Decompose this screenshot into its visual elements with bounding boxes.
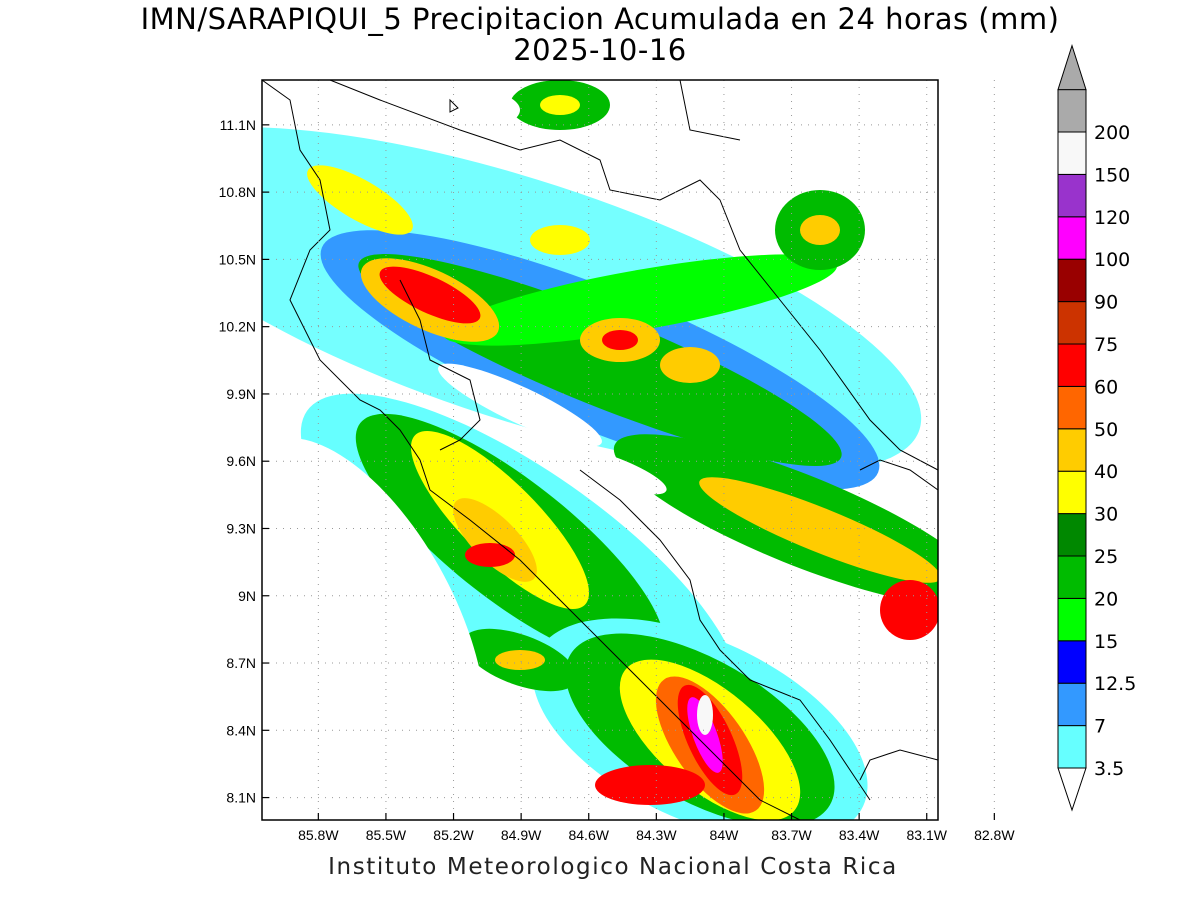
lon-tick-label: 83.1W [906, 827, 947, 843]
legend-min-arrow [1057, 767, 1087, 812]
legend-label: 200 [1094, 122, 1130, 144]
legend-label: 100 [1094, 249, 1130, 271]
legend-label: 90 [1094, 292, 1118, 314]
legend-label: 120 [1094, 207, 1130, 229]
lon-tick-label: 83.4W [839, 827, 880, 843]
legend-swatch [1057, 385, 1087, 430]
lon-tick-label: 84.9W [501, 827, 542, 843]
legend-swatch [1057, 258, 1087, 303]
legend-max-arrow [1057, 43, 1087, 91]
lon-tick-label: 82.8W [974, 827, 1015, 843]
lon-tick-label: 85.5W [366, 827, 407, 843]
legend-swatch [1057, 131, 1087, 175]
lat-tick-label: 8.7N [226, 655, 256, 671]
credit-text: Instituto Meteorologico Nacional Costa R… [328, 854, 898, 880]
lat-tick-label: 11.1N [220, 117, 256, 133]
legend-swatch [1057, 470, 1087, 515]
legend-label: 40 [1094, 461, 1118, 483]
legend-swatch [1057, 513, 1087, 557]
lat-tick-label: 9N [238, 588, 256, 604]
legend-swatch [1057, 428, 1087, 472]
latitude-axis: 11.1N 10.8N 10.5N 10.2N 9.9N 9.6N 9.3N 9N 8.7N 8.… [219, 117, 269, 806]
legend-label: 20 [1094, 588, 1118, 610]
legend-swatch [1057, 216, 1087, 260]
lat-tick-label: 10.2N [219, 319, 256, 335]
lon-tick-label: 84.3W [636, 827, 677, 843]
legend-label: 150 [1094, 164, 1130, 186]
lat-tick-label: 9.9N [226, 386, 256, 402]
lat-tick-label: 10.5N [219, 251, 256, 267]
legend-swatch [1057, 173, 1087, 218]
legend-swatch [1057, 301, 1087, 345]
lat-tick-label: 10.8N [219, 184, 256, 200]
legend-label: 25 [1094, 546, 1118, 568]
map-date: 2025-10-16 [513, 33, 687, 67]
legend-swatch [1057, 555, 1087, 599]
legend-swatch [1057, 725, 1087, 769]
lat-tick-label: 8.1N [226, 790, 256, 806]
map-title: IMN/SARAPIQUI_5 Precipitacion Acumulada … [140, 2, 1060, 36]
grid-lines [262, 80, 995, 820]
plot-frame [261, 79, 939, 821]
lon-tick-label: 85.8W [298, 827, 339, 843]
coastlines [262, 80, 938, 820]
legend-swatch [1057, 682, 1087, 727]
legend-label: 60 [1094, 376, 1118, 398]
lon-tick-label: 84W [710, 827, 740, 843]
legend-label: 50 [1094, 419, 1118, 441]
legend-label: 3.5 [1094, 758, 1124, 780]
color-legend: 3.5 7 12.5 15 20 25 30 40 50 60 75 90 100 120 150 200 [1057, 43, 1136, 812]
legend-label: 12.5 [1094, 673, 1136, 695]
lon-tick-label: 84.6W [568, 827, 609, 843]
legend-swatch [1057, 640, 1087, 684]
legend-label: 30 [1094, 504, 1118, 526]
lat-tick-label: 8.4N [226, 722, 256, 738]
legend-label: 7 [1094, 716, 1106, 738]
longitude-axis: 85.8W 85.5W 85.2W 84.9W 84.6W 84.3W 84W 83.7W 83… [298, 813, 1015, 843]
lat-tick-label: 9.6N [226, 453, 256, 469]
legend-swatch [1057, 343, 1087, 387]
legend-label: 75 [1094, 334, 1118, 356]
lat-tick-label: 9.3N [226, 520, 256, 536]
precipitation-field [262, 80, 938, 820]
legend-swatch [1057, 597, 1087, 642]
legend-swatch [1057, 89, 1087, 133]
lon-tick-label: 83.7W [771, 827, 812, 843]
lon-tick-label: 85.2W [433, 827, 474, 843]
legend-label: 15 [1094, 631, 1118, 653]
